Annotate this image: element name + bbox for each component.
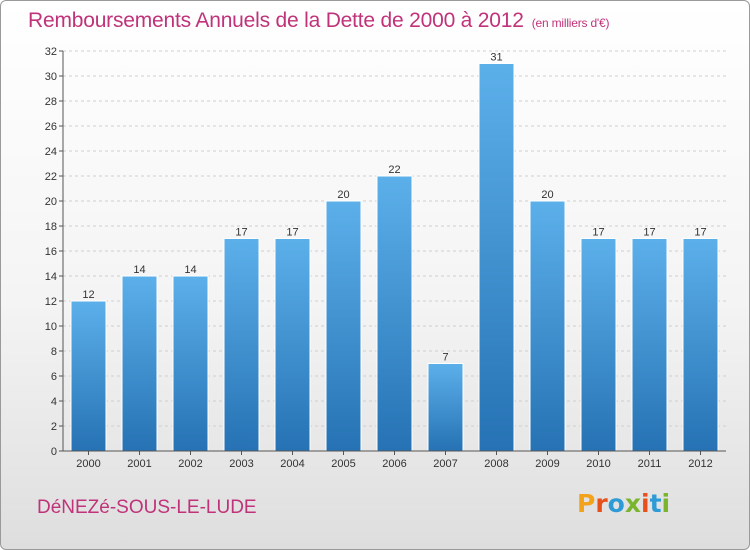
y-tick-label: 12 <box>45 296 57 308</box>
bar <box>274 238 311 452</box>
bar <box>580 238 617 452</box>
bar <box>478 63 515 452</box>
logo-letter: r <box>595 489 608 518</box>
data-label: 17 <box>592 227 604 239</box>
x-tick-label: 2008 <box>484 458 508 470</box>
data-label: 31 <box>490 52 502 64</box>
x-tick-label: 2006 <box>382 458 406 470</box>
y-tick-label: 32 <box>45 46 57 58</box>
y-tick-label: 4 <box>51 396 57 408</box>
y-tick-label: 24 <box>45 146 57 158</box>
bar <box>121 275 158 452</box>
bar <box>70 300 107 452</box>
y-tick-label: 8 <box>51 346 57 358</box>
bar <box>631 238 668 452</box>
bar <box>172 275 209 452</box>
data-label: 14 <box>184 264 196 276</box>
y-tick-label: 10 <box>45 321 57 333</box>
y-tick-label: 2 <box>51 421 57 433</box>
y-tick-label: 26 <box>45 121 57 133</box>
data-label: 20 <box>541 189 553 201</box>
y-tick-label: 14 <box>45 271 57 283</box>
logo-letter: i <box>661 489 671 518</box>
x-tick-label: 2010 <box>586 458 610 470</box>
y-tick-label: 6 <box>51 371 57 383</box>
x-tick-label: 2009 <box>535 458 559 470</box>
logo-letter: i <box>641 489 650 518</box>
y-tick-label: 20 <box>45 196 57 208</box>
logo-letter: x <box>624 489 641 518</box>
commune-name: DéNEZé-SOUS-LE-LUDE <box>37 497 257 518</box>
labels: 12 14 14 17 17 20 22 7 31 20 17 17 17 <box>82 52 706 364</box>
data-label: 17 <box>235 227 247 239</box>
y-tick-label: 18 <box>45 221 57 233</box>
y-tick-label: 28 <box>45 96 57 108</box>
bar <box>427 363 464 452</box>
chart-title-text: Remboursements Annuels de la Dette de 20… <box>28 9 524 32</box>
x-tick-label: 2002 <box>178 458 202 470</box>
data-label: 22 <box>388 164 400 176</box>
bars <box>70 63 719 452</box>
x-tick-label: 2004 <box>280 458 304 470</box>
data-label: 14 <box>133 264 145 276</box>
x-tick-label: 2011 <box>638 458 662 470</box>
x-tick-label: 2001 <box>127 458 151 470</box>
proxiti-logo[interactable]: Proxiti <box>577 489 670 518</box>
chart-title: Remboursements Annuels de la Dette de 20… <box>28 9 609 33</box>
data-label: 20 <box>337 189 349 201</box>
bar <box>376 175 413 452</box>
y-tick-label: 30 <box>45 71 57 83</box>
data-label: 17 <box>694 227 706 239</box>
bar <box>682 238 719 452</box>
bar <box>223 238 260 452</box>
logo-letter: o <box>607 489 625 518</box>
data-label: 12 <box>82 289 94 301</box>
y-tick-label: 16 <box>45 246 57 258</box>
logo-letter: t <box>649 489 662 518</box>
logo-letter: P <box>577 489 596 518</box>
data-label: 17 <box>643 227 655 239</box>
y-tick-label: 22 <box>45 171 57 183</box>
x-tick-label: 2005 <box>331 458 355 470</box>
x-tick-label: 2000 <box>76 458 100 470</box>
bar <box>325 200 362 452</box>
bar <box>529 200 566 452</box>
chart-unit: (en milliers d'€) <box>531 16 610 30</box>
x-tick-label: 2003 <box>229 458 253 470</box>
y-tick-label: 0 <box>51 446 57 458</box>
data-label: 7 <box>442 352 448 364</box>
x-tick-label: 2007 <box>433 458 457 470</box>
x-tick-label: 2012 <box>688 458 712 470</box>
data-label: 17 <box>286 227 298 239</box>
